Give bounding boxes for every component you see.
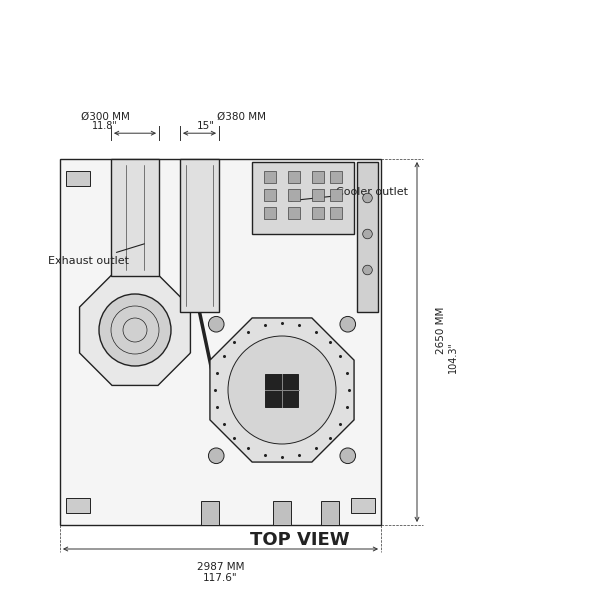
Circle shape — [362, 193, 372, 203]
Bar — [351, 498, 375, 513]
Text: TOP VIEW: TOP VIEW — [250, 531, 350, 549]
Circle shape — [340, 316, 356, 332]
Bar — [264, 189, 276, 201]
Text: Exhaust outlet: Exhaust outlet — [48, 244, 145, 266]
Bar — [288, 207, 300, 219]
Bar — [265, 373, 298, 407]
Text: 11.8": 11.8" — [92, 121, 118, 131]
Circle shape — [362, 229, 372, 239]
Circle shape — [99, 294, 171, 366]
Bar — [252, 162, 354, 234]
Text: 104.3": 104.3" — [448, 341, 458, 373]
Text: Ø380 MM: Ø380 MM — [217, 112, 266, 121]
Bar — [312, 171, 324, 183]
Bar — [321, 501, 339, 525]
Bar — [66, 498, 90, 513]
Bar — [273, 501, 291, 525]
Bar — [264, 207, 276, 219]
Circle shape — [340, 448, 356, 464]
Bar — [357, 162, 378, 312]
Bar — [312, 207, 324, 219]
Bar — [330, 189, 342, 201]
Text: Ø300 MM: Ø300 MM — [80, 112, 130, 121]
Bar — [201, 501, 219, 525]
Bar — [330, 207, 342, 219]
Bar — [66, 171, 90, 186]
Circle shape — [228, 336, 336, 444]
Text: 15": 15" — [197, 121, 215, 131]
Bar — [330, 171, 342, 183]
Circle shape — [362, 265, 372, 275]
Bar — [312, 189, 324, 201]
Bar — [180, 159, 219, 312]
Polygon shape — [210, 318, 354, 462]
Circle shape — [208, 448, 224, 464]
Bar — [264, 171, 276, 183]
Bar — [111, 159, 159, 276]
Polygon shape — [80, 275, 190, 385]
Text: Cooler outlet: Cooler outlet — [291, 187, 408, 201]
Text: 2650 MM: 2650 MM — [436, 307, 446, 353]
Text: 2987 MM: 2987 MM — [197, 562, 244, 572]
Text: 117.6": 117.6" — [203, 573, 238, 583]
Circle shape — [208, 316, 224, 332]
Bar — [288, 171, 300, 183]
Bar — [60, 159, 381, 525]
Bar — [288, 189, 300, 201]
